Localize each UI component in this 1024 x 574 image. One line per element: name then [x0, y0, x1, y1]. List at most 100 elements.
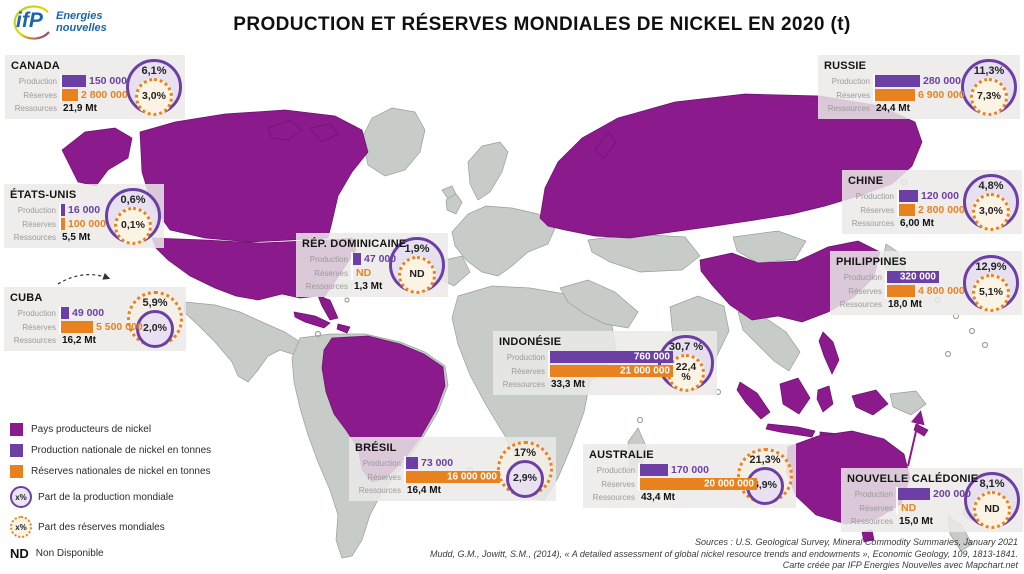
reserves-label: Réserves	[860, 205, 894, 215]
production-value: 73 000	[421, 457, 454, 469]
resources-row: Ressources 16,4 Mt	[355, 484, 550, 497]
share-badge: 4,8% 3,0%	[963, 174, 1019, 231]
reserves-value: 21 000 000	[619, 365, 670, 377]
outer-share-value: 1,9%	[404, 243, 430, 255]
legend-item-production: Production nationale de nickel en tonnes	[10, 444, 211, 457]
resources-row: Ressources 33,3 Mt	[499, 378, 711, 391]
production-bar	[898, 488, 930, 500]
reserves-label: Réserves	[22, 219, 56, 229]
outer-share-circle: 12,9% 5,1%	[963, 255, 1019, 312]
country-shape-canada	[139, 109, 369, 243]
country-box-philippines: PHILIPPINES Production 320 000 Réserves …	[830, 251, 1022, 315]
resources-label: Ressources	[851, 219, 894, 228]
resources-row: Ressources 1,3 Mt	[302, 280, 442, 293]
production-label: Production	[309, 254, 348, 264]
country-box-indonesie: INDONÉSIE Production 760 000 Réserves 21…	[493, 331, 717, 395]
outer-share-circle: 30,7 % 22,4 %	[658, 335, 714, 392]
reserves-row: Réserves 5 500 000	[10, 320, 180, 334]
production-label: Production	[831, 76, 870, 86]
production-label: Production	[18, 76, 57, 86]
outer-share-value: 8,1%	[979, 478, 1005, 490]
share-badge: 17% 2,9%	[497, 441, 553, 498]
reserves-bar	[887, 285, 915, 297]
resources-row: Ressources 18,0 Mt	[836, 298, 1016, 311]
resources-value: 18,0 Mt	[888, 299, 922, 310]
country-name: BRÉSIL	[355, 442, 397, 454]
inner-share-value: 3,0%	[979, 205, 1003, 218]
production-bar: 760 000	[550, 351, 673, 363]
reserves-bar: 21 000 000	[550, 365, 673, 377]
production-label: Production	[17, 308, 56, 318]
production-value: 150 000	[89, 75, 127, 87]
reserves-label: Réserves	[511, 366, 545, 376]
production-bar	[61, 204, 65, 216]
inner-share-value: 5,1%	[979, 286, 1003, 299]
production-value: 16 000	[68, 204, 101, 216]
reserves-value: ND	[356, 267, 372, 279]
production-row: Production 49 000	[10, 306, 180, 320]
resources-label: Ressources	[502, 380, 545, 389]
ifp-logo-text: ifP	[16, 9, 43, 32]
inner-share-circle: 3,0%	[972, 193, 1010, 231]
resources-row: Ressources 24,4 Mt	[824, 102, 1014, 115]
country-name: CUBA	[10, 292, 43, 304]
reserves-label: Réserves	[367, 472, 401, 482]
reserves-row: Réserves 6 900 000	[824, 88, 1014, 102]
inner-share-value: 22,4 %	[675, 361, 697, 383]
production-row: Production 16 000	[10, 203, 158, 217]
reserves-value: 16 000 000	[446, 471, 497, 483]
production-bar	[899, 190, 918, 202]
resources-row: Ressources 6,00 Mt	[848, 217, 1016, 230]
country-box-australie: AUSTRALIE Production 170 000 Réserves 20…	[583, 444, 796, 508]
country-shape-europe	[451, 205, 557, 277]
legend: Pays producteurs de nickel Production na…	[10, 423, 211, 569]
inner-share-value: 7,3%	[977, 90, 1001, 103]
production-bar	[353, 253, 361, 265]
inner-share-circle: ND	[973, 491, 1011, 529]
reserves-value: 100 000	[68, 218, 106, 230]
reserves-label: Réserves	[22, 322, 56, 332]
production-value: 47 000	[364, 253, 397, 265]
outer-share-value: 17%	[513, 447, 537, 459]
reserves-bar	[62, 89, 78, 101]
inner-share-value: ND	[409, 268, 425, 281]
production-row: Production 150 000	[11, 74, 179, 88]
share-badge: 30,7 % 22,4 %	[658, 335, 714, 392]
country-shape-dominican-republic	[336, 323, 351, 334]
resources-label: Ressources	[358, 486, 401, 495]
production-bar	[61, 307, 69, 319]
reserves-bar	[61, 218, 65, 230]
production-value: 200 000	[933, 488, 971, 500]
inner-share-circle: ND	[398, 256, 436, 294]
country-box-bresil: BRÉSIL Production 73 000 Réserves 16 000…	[349, 437, 556, 501]
resources-label: Ressources	[839, 300, 882, 309]
reserves-bar: 16 000 000	[406, 471, 500, 483]
production-label: Production	[854, 489, 893, 499]
production-row: Production 120 000	[848, 189, 1016, 203]
reserves-row: Réserves 20 000 000	[589, 477, 790, 491]
source-line-1: Sources : U.S. Geological Survey, Minera…	[695, 536, 1018, 547]
share-badge: 5,9% 2,0%	[127, 291, 183, 348]
reserves-row: Réserves 21 000 000	[499, 364, 711, 378]
reserves-value: 2 800 000	[81, 89, 128, 101]
reserves-value: 20 000 000	[703, 478, 754, 490]
country-name: CHINE	[848, 175, 884, 187]
production-share-circle-icon: x%	[10, 486, 32, 508]
ifp-logo-swoosh-icon: ifP	[8, 2, 54, 44]
production-bar	[406, 457, 418, 469]
inner-share-circle: 5,1%	[972, 274, 1010, 312]
share-badge: 1,9% ND	[389, 237, 445, 294]
country-shape-indonesia	[736, 377, 889, 440]
outer-share-circle: 0,6% 0,1%	[105, 188, 161, 245]
reserves-label: Réserves	[601, 479, 635, 489]
ifp-logo-name: Energies nouvelles	[56, 10, 107, 34]
country-box-rep-dominicaine: RÉP. DOMINICAINE Production 47 000 Réser…	[296, 233, 448, 297]
resources-label: Ressources	[14, 104, 57, 113]
country-box-cuba: CUBA Production 49 000 Réserves 5 500 00…	[4, 287, 186, 351]
inner-share-circle: 0,1%	[114, 207, 152, 245]
reserves-value: ND	[901, 502, 917, 514]
legend-item-nd: ND Non Disponible	[10, 546, 104, 561]
reserves-bar	[61, 321, 93, 333]
legend-item-reserves-share: x% Part des réserves mondiales	[10, 516, 211, 538]
